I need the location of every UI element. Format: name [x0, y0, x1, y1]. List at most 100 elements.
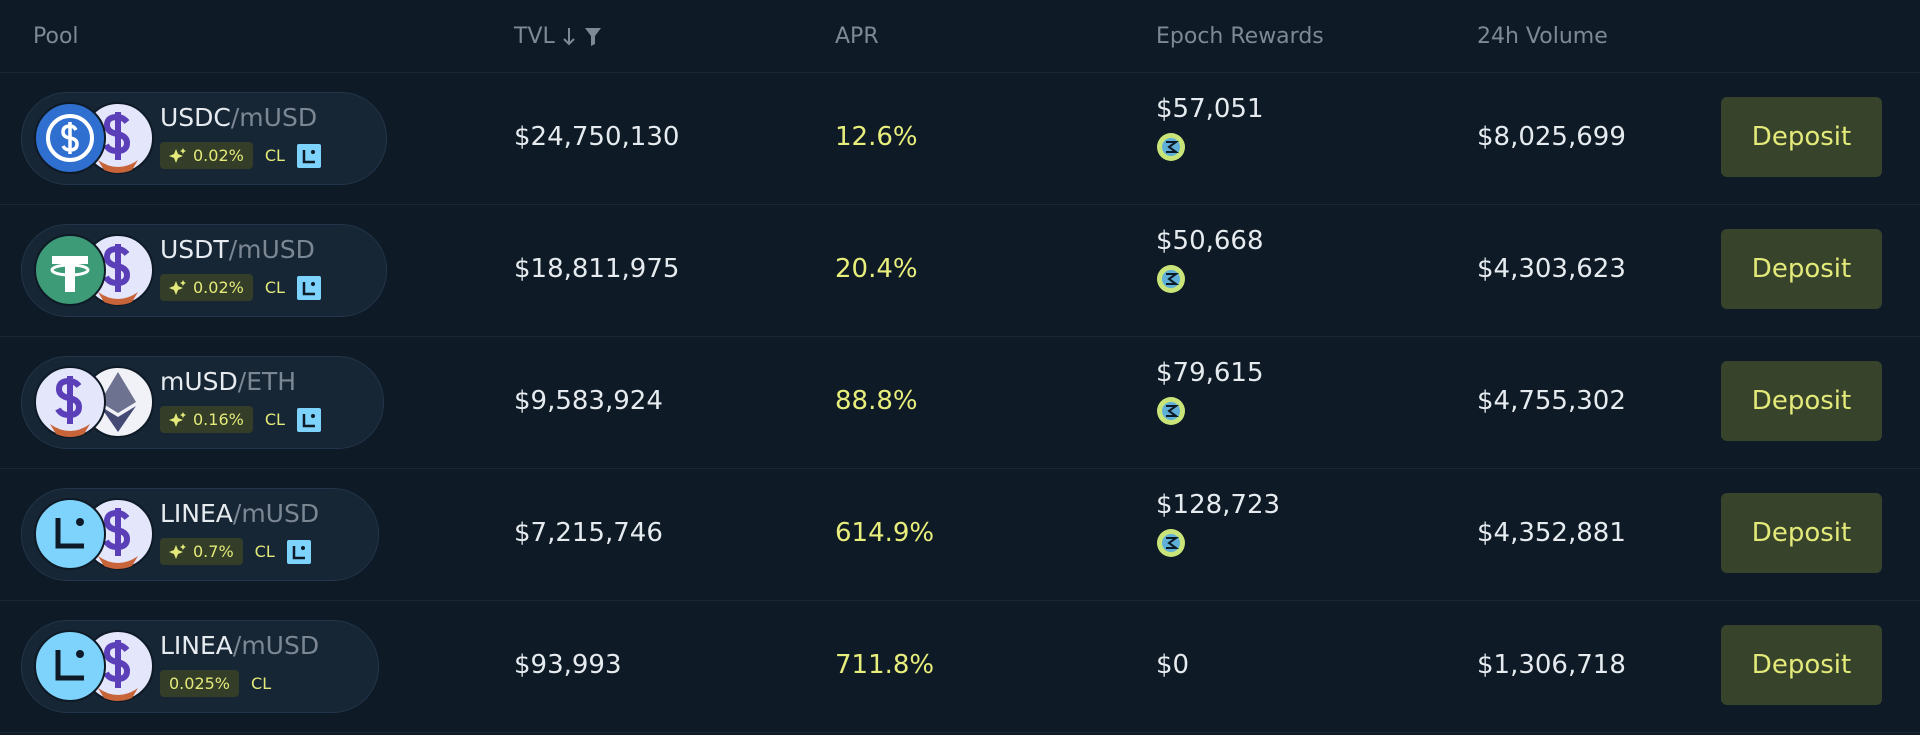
pool-pill: mUSD/ETH 0.16% CL — [21, 356, 384, 449]
header-label: TVL — [514, 24, 555, 49]
token-pair-icon — [34, 102, 154, 174]
pair-name: LINEA/mUSD — [160, 631, 319, 660]
pool-tags: 0.02% CL — [160, 142, 321, 169]
table-header: Pool TVL APR Epoch Rewards 24h Volume — [0, 0, 1920, 73]
pool-tags: 0.02% CL — [160, 274, 321, 301]
boost-icon — [169, 543, 186, 559]
token-icons — [34, 630, 154, 703]
fee-badge: 0.02% — [160, 274, 253, 301]
tvl: $18,811,975 — [514, 254, 680, 284]
apr: 711.8% — [835, 650, 935, 680]
rewards-value: $57,051 — [1156, 94, 1264, 124]
base-token: USDT — [160, 235, 229, 264]
base-token: USDC — [160, 103, 231, 132]
quote-token: /mUSD — [228, 235, 315, 264]
tvl: $7,215,746 — [514, 518, 663, 548]
deposit-button[interactable]: Deposit — [1721, 97, 1882, 177]
base-token: mUSD — [160, 367, 238, 396]
token-pair-icon — [34, 498, 154, 570]
pool-type: CL — [264, 278, 285, 297]
pool-type: CL — [264, 146, 285, 165]
pool-pill: USDC/mUSD 0.02% CL — [21, 92, 387, 185]
linea-badge — [296, 143, 321, 168]
reward-token — [1156, 528, 1280, 565]
rewards-value: $50,668 — [1156, 226, 1264, 256]
epoch-rewards: $79,615 — [1156, 358, 1264, 433]
token-icons — [34, 498, 154, 571]
header-rewards: Epoch Rewards — [1156, 24, 1324, 49]
boost-icon — [169, 147, 186, 163]
pair-name: USDC/mUSD — [160, 103, 317, 132]
fee-badge: 0.16% — [160, 406, 253, 433]
deposit-button[interactable]: Deposit — [1721, 493, 1882, 573]
pool-type: CL — [251, 674, 272, 693]
pool-tags: 0.16% CL — [160, 406, 321, 433]
deposit-button[interactable]: Deposit — [1721, 361, 1882, 441]
pool-row: USDC/mUSD 0.02% CL $24,750,130 12.6% $57,051 $… — [0, 72, 1920, 205]
pool-row: LINEA/mUSD 0.7% CL $7,215,746 614.9% $128,723… — [0, 468, 1920, 601]
header-label: 24h Volume — [1477, 24, 1608, 49]
pair-name: mUSD/ETH — [160, 367, 296, 396]
sort-filter-icons[interactable] — [563, 25, 603, 49]
epoch-rewards: $57,051 — [1156, 94, 1264, 169]
linea-badge — [296, 275, 321, 300]
pool-row: mUSD/ETH 0.16% CL $9,583,924 88.8% $79,615 $4,… — [0, 336, 1920, 469]
token-icons — [34, 234, 154, 307]
header-volume: 24h Volume — [1477, 24, 1608, 49]
reward-token — [1156, 396, 1264, 433]
pool-type: CL — [264, 410, 285, 429]
pool-pill: LINEA/mUSD 0.7% CL — [21, 488, 379, 581]
fee-value: 0.16% — [193, 410, 244, 429]
boost-icon — [169, 279, 186, 295]
boost-icon — [169, 411, 186, 427]
token-pair-icon — [34, 366, 154, 438]
apr: 12.6% — [835, 122, 918, 152]
rewards-value: $0 — [1156, 650, 1190, 680]
pool-row: LINEA/mUSD 0.025% CL $93,993 711.8% $0 $1,306,… — [0, 600, 1920, 733]
volume: $1,306,718 — [1477, 650, 1626, 680]
header-label: Epoch Rewards — [1156, 24, 1324, 49]
token-pair-icon — [34, 630, 154, 702]
fee-value: 0.02% — [193, 278, 244, 297]
tvl: $9,583,924 — [514, 386, 663, 416]
quote-token: /mUSD — [232, 499, 320, 528]
header-label: Pool — [33, 24, 79, 49]
rewards-value: $79,615 — [1156, 358, 1264, 388]
pair-name: LINEA/mUSD — [160, 499, 319, 528]
epoch-rewards: $50,668 — [1156, 226, 1264, 301]
deposit-button[interactable]: Deposit — [1721, 229, 1882, 309]
deposit-button[interactable]: Deposit — [1721, 625, 1882, 705]
pool-pill: USDT/mUSD 0.02% CL — [21, 224, 387, 317]
reward-token — [1156, 132, 1264, 169]
base-token: LINEA — [160, 499, 233, 528]
header-label: APR — [835, 24, 879, 49]
quote-token: /mUSD — [232, 631, 320, 660]
pool-tags: 0.025% CL — [160, 670, 271, 697]
fee-value: 0.025% — [169, 674, 231, 693]
tvl: $93,993 — [514, 650, 622, 680]
epoch-rewards: $128,723 — [1156, 490, 1280, 565]
apr: 614.9% — [835, 518, 935, 548]
volume: $4,303,623 — [1477, 254, 1626, 284]
fee-badge: 0.7% — [160, 538, 243, 565]
rewards-value: $128,723 — [1156, 490, 1281, 520]
reward-token — [1156, 264, 1264, 301]
linea-badge — [286, 539, 311, 564]
volume: $8,025,699 — [1477, 122, 1626, 152]
header-pool: Pool — [33, 24, 79, 49]
apr: 88.8% — [835, 386, 918, 416]
volume: $4,352,881 — [1477, 518, 1626, 548]
header-tvl[interactable]: TVL — [514, 24, 603, 49]
pair-name: USDT/mUSD — [160, 235, 315, 264]
apr: 20.4% — [835, 254, 918, 284]
volume: $4,755,302 — [1477, 386, 1626, 416]
base-token: LINEA — [160, 631, 233, 660]
pool-tags: 0.7% CL — [160, 538, 311, 565]
fee-value: 0.02% — [193, 146, 244, 165]
quote-token: /mUSD — [230, 103, 318, 132]
token-icons — [34, 102, 154, 175]
epoch-rewards: $0 — [1156, 650, 1189, 680]
pool-pill: LINEA/mUSD 0.025% CL — [21, 620, 379, 713]
token-icons — [34, 366, 154, 439]
